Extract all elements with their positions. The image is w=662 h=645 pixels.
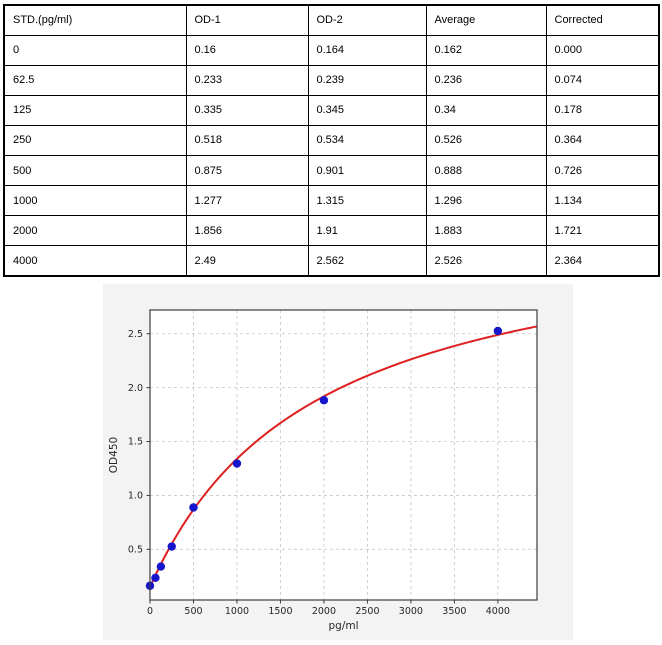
table-cell: 2.562 — [307, 245, 427, 277]
tick-labels: 0 500 1000 1500 2000 2500 3000 3500 4000 0.5 1.0 1.… — [128, 329, 510, 617]
x-tick-label: 4000 — [486, 606, 510, 617]
x-tick-label: 1000 — [225, 606, 249, 617]
standards-table: STD.(pg/ml) OD-1 OD-2 Average Corrected … — [3, 4, 660, 277]
y-tick-label: 1.0 — [128, 491, 143, 502]
table-cell: 1.721 — [545, 215, 660, 247]
col-header-corrected: Corrected — [545, 4, 660, 36]
col-header-average: Average — [425, 4, 547, 36]
data-point — [319, 396, 329, 405]
plot-area — [150, 310, 537, 600]
table-header-row: STD.(pg/ml) OD-1 OD-2 Average Corrected — [3, 4, 660, 36]
table-cell: 0.236 — [425, 64, 547, 96]
table-cell: 1000 — [3, 185, 187, 217]
plot-border — [149, 309, 538, 601]
fit-curve — [149, 325, 538, 588]
x-tick-label: 0 — [147, 606, 153, 617]
x-tick-label: 2500 — [355, 606, 379, 617]
table-row: 1000 1.277 1.315 1.296 1.134 — [3, 185, 660, 217]
table-cell: 1.134 — [545, 185, 660, 217]
table-cell: 0.875 — [185, 154, 309, 187]
x-tick-label: 1500 — [268, 606, 292, 617]
y-tick-label: 2.5 — [128, 329, 143, 340]
data-points — [145, 326, 503, 590]
y-axis-label: OD450 — [108, 437, 120, 473]
table-cell: 0.335 — [185, 94, 309, 126]
data-point — [151, 573, 160, 582]
data-point — [189, 503, 198, 512]
table-cell: 4000 — [3, 245, 187, 277]
table-cell: 1.277 — [185, 185, 309, 217]
x-tick-label: 2000 — [312, 606, 336, 617]
data-point — [167, 542, 176, 551]
table-cell: 0.233 — [185, 64, 309, 96]
table-cell: 0.16 — [185, 34, 309, 66]
table-cell: 0.000 — [545, 34, 660, 66]
table-row: 0 0.16 0.164 0.162 0.000 — [3, 34, 660, 66]
table-row: 2000 1.856 1.91 1.883 1.721 — [3, 215, 660, 247]
table-row: 62.5 0.233 0.239 0.236 0.074 — [3, 64, 660, 96]
col-header-od1: OD-1 — [185, 4, 309, 36]
table-cell: 0.726 — [545, 154, 660, 187]
table-cell: 1.856 — [185, 215, 309, 247]
grid-lines — [149, 310, 537, 600]
data-point — [156, 562, 166, 571]
table-cell: 0.34 — [425, 94, 547, 126]
table-cell: 0.901 — [307, 154, 427, 187]
table-cell: 0.364 — [545, 124, 660, 157]
x-axis-label: pg/ml — [328, 620, 358, 632]
table-cell: 0.074 — [545, 64, 660, 96]
table-cell: 2000 — [3, 215, 187, 247]
table-row: 250 0.518 0.534 0.526 0.364 — [3, 124, 660, 157]
table-row: 125 0.335 0.345 0.34 0.178 — [3, 94, 660, 126]
chart-panel: 0 500 1000 1500 2000 2500 3000 3500 4000 0.5 1.0 1.… — [103, 284, 573, 640]
table-cell: 125 — [3, 94, 187, 126]
table-cell: 2.364 — [545, 245, 660, 277]
table-cell: 0.526 — [425, 124, 547, 157]
table-cell: 1.315 — [307, 185, 427, 217]
table-cell: 0.888 — [425, 154, 547, 187]
table-cell: 2.49 — [185, 245, 309, 277]
data-point — [493, 326, 503, 336]
standard-curve-chart: 0 500 1000 1500 2000 2500 3000 3500 4000 0.5 1.0 1.… — [108, 309, 538, 632]
col-header-od2: OD-2 — [307, 4, 427, 36]
table-cell: 1.296 — [425, 185, 547, 217]
table-cell: 250 — [3, 124, 187, 157]
y-tick-label: 0.5 — [128, 545, 143, 556]
table-cell: 0.534 — [307, 124, 427, 157]
table-cell: 62.5 — [3, 64, 187, 96]
table-cell: 2.526 — [425, 245, 547, 277]
data-point — [232, 459, 242, 468]
table-cell: 1.883 — [425, 215, 547, 247]
table-row: 500 0.875 0.901 0.888 0.726 — [3, 154, 660, 187]
x-tick-label: 500 — [184, 606, 202, 617]
table-cell: 0.239 — [307, 64, 427, 96]
table-cell: 0.518 — [185, 124, 309, 157]
table-cell: 0 — [3, 34, 187, 66]
y-tick-label: 1.5 — [128, 437, 143, 448]
table-cell: 0.345 — [307, 94, 427, 126]
col-header-std: STD.(pg/ml) — [3, 4, 187, 36]
table-row: 4000 2.49 2.562 2.526 2.364 — [3, 245, 660, 277]
table-cell: 0.162 — [425, 34, 547, 66]
tick-marks — [146, 333, 499, 604]
y-tick-label: 2.0 — [128, 383, 143, 394]
x-tick-label: 3000 — [399, 606, 423, 617]
table-cell: 0.178 — [545, 94, 660, 126]
table-cell: 500 — [3, 154, 187, 187]
table-cell: 1.91 — [307, 215, 427, 247]
x-tick-label: 3500 — [442, 606, 466, 617]
table-cell: 0.164 — [307, 34, 427, 66]
